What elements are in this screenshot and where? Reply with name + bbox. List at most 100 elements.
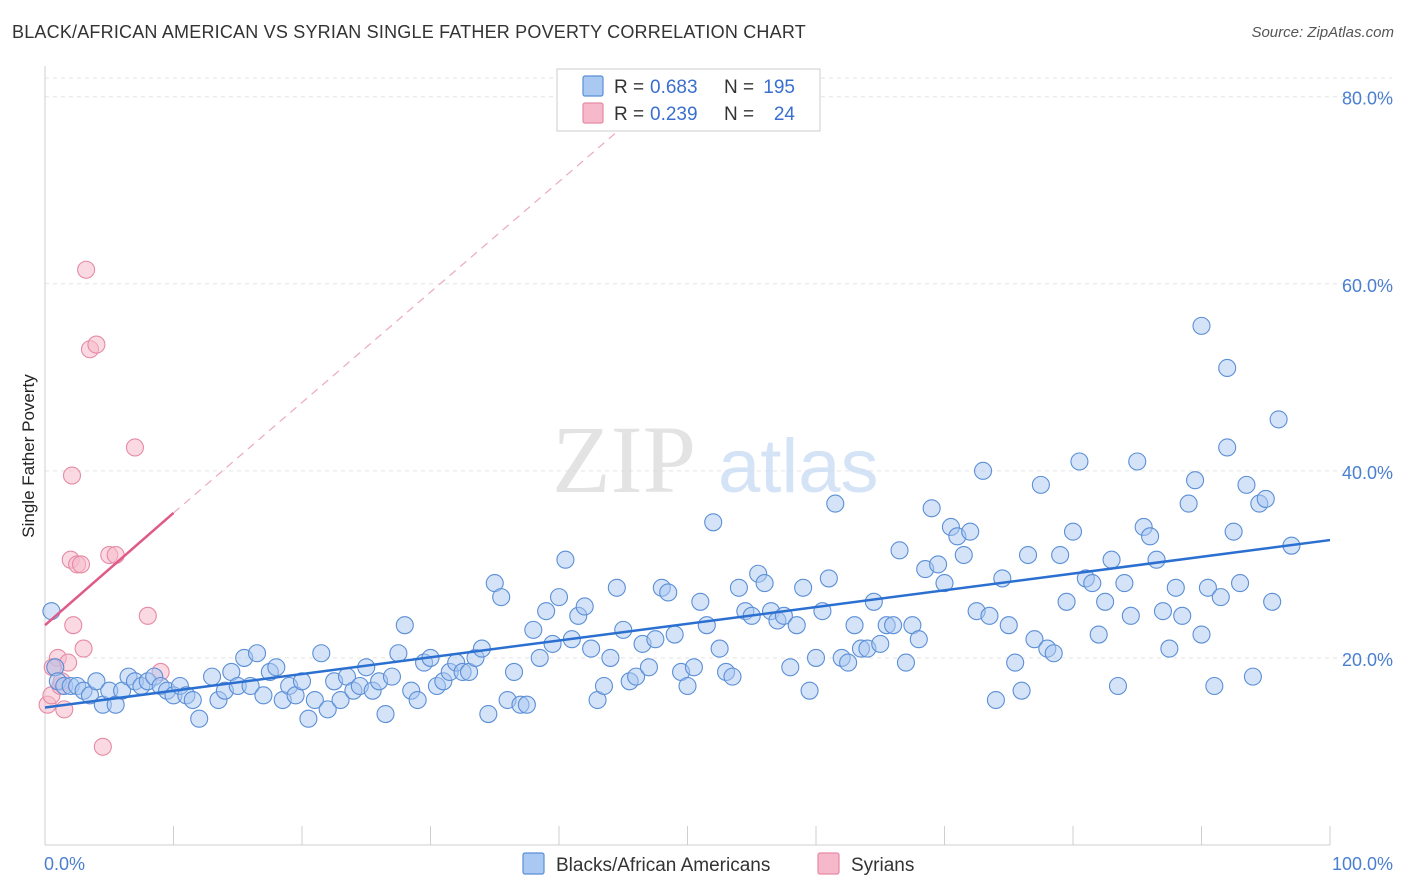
black-point (247, 644, 267, 663)
black-point (1089, 625, 1108, 644)
black-point (42, 602, 61, 621)
black-point (479, 704, 498, 724)
black-point (582, 639, 601, 658)
black-point (710, 639, 729, 658)
black-point (504, 662, 524, 682)
y-tick-label: 60.0% (1342, 276, 1393, 296)
black-point (1031, 475, 1050, 494)
black-point (794, 578, 813, 597)
black-point (986, 690, 1005, 710)
black-point (1018, 545, 1038, 565)
syrian-point (74, 639, 93, 658)
black-point (517, 695, 536, 714)
blacks-points (42, 316, 1301, 728)
black-point (684, 658, 703, 677)
black-point (87, 672, 106, 691)
black-point (1057, 592, 1076, 611)
black-point (1186, 471, 1205, 490)
y-tick-label: 80.0% (1342, 89, 1393, 109)
black-point (884, 616, 903, 635)
black-point (954, 545, 973, 565)
bottom-legend-swatch-blue (522, 852, 545, 875)
black-point (1218, 438, 1237, 457)
black-point (614, 620, 633, 639)
black-point (1096, 592, 1115, 611)
black-point (1224, 522, 1243, 541)
black-point (594, 676, 614, 696)
black-point (935, 574, 954, 593)
black-point (575, 597, 594, 616)
black-point (556, 550, 575, 569)
black-point (267, 658, 286, 677)
black-point (1108, 676, 1128, 696)
black-point (299, 709, 318, 728)
black-point (492, 588, 511, 607)
black-point (999, 616, 1018, 635)
bottom-legend-swatch-pink (817, 852, 840, 875)
syrian-point (138, 606, 157, 625)
black-point (543, 634, 562, 653)
black-point (909, 630, 928, 649)
black-point (1012, 681, 1031, 700)
tick-labels: 20.0% 40.0% 60.0% 80.0% 0.0% 100.0% (44, 89, 1393, 874)
black-point (190, 709, 209, 728)
y-axis-title: Single Father Poverty (19, 374, 38, 538)
black-point (723, 667, 742, 686)
black-point (922, 499, 941, 518)
black-point (389, 644, 408, 663)
black-point (1192, 625, 1211, 644)
black-point (1166, 578, 1185, 597)
black-point (1231, 574, 1250, 593)
y-tick-label: 40.0% (1342, 463, 1393, 483)
legend-r-value-pink: 0.239 (650, 104, 698, 125)
legend-n-value-blue: 195 (763, 77, 795, 98)
black-point (1063, 522, 1083, 541)
black-point (1192, 316, 1211, 335)
black-point (1083, 574, 1102, 593)
black-point (864, 592, 883, 611)
y-tick-label: 20.0% (1342, 650, 1393, 670)
legend-r-label-pink: R = (614, 104, 644, 125)
black-point (524, 620, 543, 639)
black-point (376, 704, 395, 724)
black-point (1141, 527, 1160, 546)
black-point (1211, 588, 1230, 607)
black-point (929, 555, 948, 574)
black-point (1102, 550, 1121, 569)
black-point (1153, 602, 1172, 621)
watermark: ZIP atlas (552, 406, 879, 513)
black-point (826, 494, 845, 513)
black-point (659, 583, 678, 602)
black-point (1237, 475, 1256, 494)
black-point (800, 681, 819, 700)
axes (44, 66, 1331, 846)
black-point (183, 690, 202, 710)
bottom-legend-label-pink: Syrians (851, 855, 914, 876)
black-point (408, 690, 427, 710)
black-point (395, 616, 414, 635)
black-point (665, 625, 684, 644)
black-point (254, 686, 273, 705)
blacks-trend-line (44, 538, 1331, 709)
watermark-atlas: atlas (718, 424, 879, 509)
black-point (755, 574, 774, 593)
black-point (980, 606, 999, 625)
black-point (1256, 489, 1275, 508)
syrian-point (106, 545, 125, 565)
syrian-point (93, 737, 112, 756)
black-point (819, 569, 838, 588)
black-point (1218, 358, 1237, 378)
black-point (678, 676, 697, 696)
black-point (646, 630, 665, 649)
black-point (890, 541, 909, 560)
black-point (1205, 676, 1224, 696)
legend-r-label-blue: R = (614, 77, 644, 98)
black-point (601, 648, 620, 667)
black-point (691, 592, 710, 611)
black-point (639, 658, 659, 677)
black-point (1147, 550, 1166, 569)
legend-n-value-pink: 24 (774, 104, 796, 125)
syrian-point (64, 616, 83, 635)
legend-n-label-blue: N = (724, 77, 754, 98)
black-point (382, 667, 402, 686)
